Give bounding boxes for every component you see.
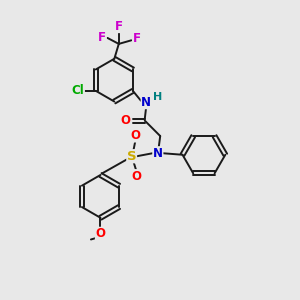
Text: Cl: Cl	[72, 84, 84, 98]
Text: S: S	[127, 150, 136, 163]
Text: N: N	[141, 96, 151, 109]
Text: F: F	[98, 32, 106, 44]
Text: O: O	[130, 129, 140, 142]
Text: F: F	[133, 32, 141, 45]
Text: O: O	[95, 227, 106, 240]
Text: H: H	[153, 92, 162, 102]
Text: O: O	[121, 114, 131, 127]
Text: F: F	[115, 20, 123, 33]
Text: N: N	[153, 147, 163, 160]
Text: O: O	[132, 170, 142, 183]
